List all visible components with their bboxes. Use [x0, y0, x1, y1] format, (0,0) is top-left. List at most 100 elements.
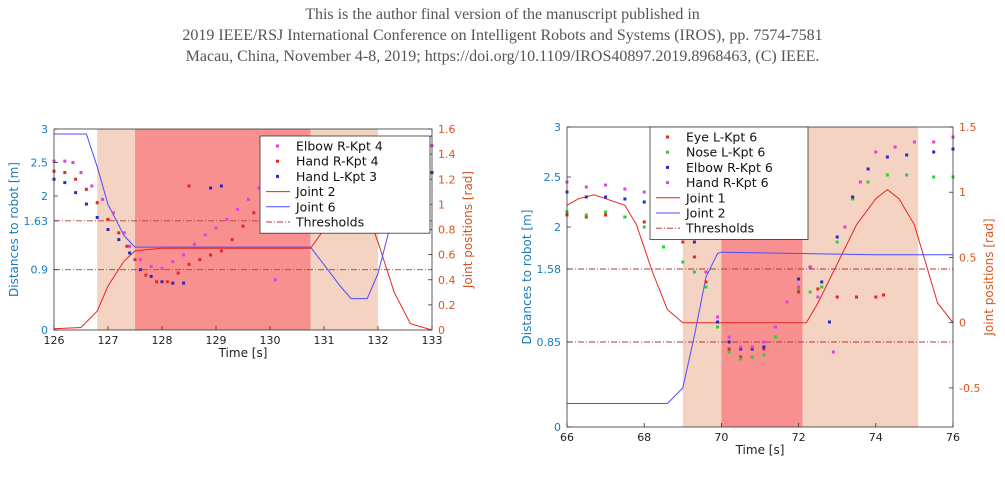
- keypoint-marker: [623, 215, 627, 219]
- y-tick-label: 2.5: [31, 157, 49, 170]
- x-tick-label: 126: [44, 334, 65, 347]
- legend-label: Hand L-Kpt 3: [296, 169, 377, 184]
- keypoint-marker: [820, 285, 824, 289]
- y2-tick-label: 1.2: [438, 173, 456, 186]
- y2-tick-label: 0.4: [438, 274, 456, 287]
- x-tick-label: 130: [260, 334, 281, 347]
- keypoint-marker: [182, 281, 186, 285]
- keypoint-marker: [727, 335, 731, 339]
- keypoint-marker: [160, 280, 164, 284]
- keypoint-marker: [63, 171, 67, 175]
- keypoint-marker: [905, 153, 909, 157]
- keypoint-marker: [101, 197, 105, 201]
- y2-tick-label: 1: [959, 186, 966, 199]
- keypoint-marker: [63, 159, 67, 163]
- keypoint-marker: [762, 347, 766, 351]
- citation-line-3: Macau, China, November 4-8, 2019; https:…: [185, 48, 820, 65]
- keypoint-marker: [273, 278, 277, 282]
- keypoint-marker: [716, 325, 720, 329]
- keypoint-marker: [773, 335, 777, 339]
- keypoint-marker: [203, 233, 207, 237]
- keypoint-marker: [225, 217, 229, 221]
- keypoint-marker: [584, 185, 588, 189]
- y-tick-label: 3: [41, 123, 48, 136]
- y-tick-label: 2: [41, 190, 48, 203]
- keypoint-marker: [95, 201, 99, 205]
- x-tick-label: 128: [152, 334, 173, 347]
- keypoint-marker: [835, 295, 839, 299]
- keypoint-marker: [117, 231, 121, 235]
- keypoint-marker: [692, 270, 696, 274]
- keypoint-marker: [692, 240, 696, 244]
- keypoint-marker: [642, 200, 646, 204]
- legend-swatch: [666, 135, 669, 139]
- keypoint-marker: [827, 320, 831, 324]
- keypoint-marker: [874, 295, 878, 299]
- keypoint-marker: [138, 268, 142, 272]
- legend-swatch: [666, 181, 669, 185]
- legend-label: Thresholds: [685, 221, 754, 236]
- keypoint-marker: [727, 347, 731, 351]
- legend-swatch: [276, 144, 279, 148]
- y-tick-label: 0.9: [31, 264, 49, 277]
- y2-tick-label: 0.6: [438, 249, 456, 262]
- keypoint-marker: [932, 150, 936, 154]
- keypoint-marker: [692, 255, 696, 259]
- keypoint-marker: [816, 295, 820, 299]
- legend-box: [259, 135, 431, 234]
- legend-swatch: [666, 150, 669, 154]
- keypoint-marker: [797, 287, 801, 291]
- keypoint-marker: [138, 258, 142, 262]
- keypoint-marker: [851, 195, 855, 199]
- y-axis-label: Distances to robot [m]: [7, 162, 21, 297]
- legend-label: Elbow R-Kpt 4: [296, 139, 383, 154]
- x-axis-label: Time [s]: [735, 443, 785, 457]
- legend-label: Thresholds: [295, 215, 364, 230]
- chart-2: 66 68 70 72 74 76 0 0.85 1.58 2 2.5 3 -0.5 0 0.5 1 1.5 Ti…: [520, 121, 996, 457]
- keypoint-marker: [750, 345, 754, 349]
- keypoint-marker: [750, 355, 754, 359]
- legend-label: Joint 2: [685, 206, 726, 221]
- legend-box: [649, 126, 809, 240]
- keypoint-marker: [912, 140, 916, 144]
- keypoint-marker: [882, 293, 886, 297]
- keypoint-marker: [893, 145, 897, 149]
- keypoint-marker: [855, 295, 858, 299]
- y2-tick-label: -0.5: [959, 382, 980, 395]
- chart-1: 126 127 128 129 130 131 132 13300.91.6322.5300.…: [7, 123, 475, 360]
- y2-tick-label: 1.5: [959, 121, 977, 134]
- keypoint-marker: [144, 273, 148, 277]
- keypoint-marker: [214, 226, 218, 230]
- keypoint-marker: [662, 245, 665, 249]
- y2-tick-label: 0: [438, 324, 445, 337]
- keypoint-marker: [885, 155, 889, 159]
- keypoint-marker: [851, 197, 855, 201]
- joint-line: [566, 188, 954, 324]
- x-tick-label: 68: [637, 431, 651, 444]
- keypoint-marker: [252, 211, 256, 215]
- y2-tick-label: 0.2: [438, 299, 456, 312]
- keypoint-marker: [808, 290, 812, 294]
- keypoint-marker: [739, 357, 743, 361]
- light-shaded-region: [97, 129, 135, 330]
- y-tick-label: 2: [554, 221, 561, 234]
- keypoint-marker: [835, 235, 839, 239]
- keypoint-marker: [716, 320, 720, 324]
- y-tick-label: 3: [554, 121, 561, 134]
- keypoint-marker: [866, 180, 870, 184]
- keypoint-marker: [604, 210, 608, 214]
- citation-header: This is the author final version of the …: [0, 4, 1005, 67]
- y2-axis-label: Joint positions [rad]: [461, 171, 475, 289]
- keypoint-marker: [111, 211, 115, 215]
- keypoint-marker: [192, 242, 196, 246]
- keypoint-marker: [122, 231, 126, 235]
- keypoint-marker: [128, 251, 132, 255]
- legend-label: Joint 2: [295, 184, 336, 199]
- keypoint-marker: [642, 190, 646, 194]
- y2-tick-label: 0: [959, 317, 966, 330]
- keypoint-marker: [797, 285, 801, 289]
- keypoint-marker: [874, 150, 878, 154]
- keypoint-marker: [716, 315, 720, 319]
- keypoint-marker: [762, 340, 766, 344]
- legend-label: Joint 1: [685, 190, 726, 205]
